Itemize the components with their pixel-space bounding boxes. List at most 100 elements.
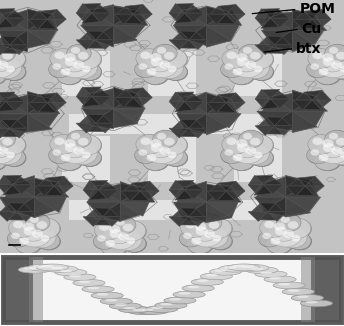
- Circle shape: [151, 57, 163, 67]
- Circle shape: [0, 133, 4, 140]
- Circle shape: [60, 140, 93, 164]
- Polygon shape: [292, 30, 314, 52]
- Circle shape: [226, 52, 237, 59]
- Polygon shape: [0, 101, 14, 111]
- Circle shape: [164, 138, 174, 145]
- Circle shape: [142, 308, 154, 311]
- Circle shape: [15, 234, 41, 254]
- Polygon shape: [0, 185, 13, 193]
- Circle shape: [82, 152, 90, 158]
- Polygon shape: [206, 6, 228, 25]
- Polygon shape: [268, 111, 292, 130]
- Polygon shape: [271, 10, 290, 18]
- Bar: [301, 257, 315, 321]
- Circle shape: [326, 143, 344, 165]
- Circle shape: [232, 140, 265, 164]
- Polygon shape: [92, 88, 111, 96]
- Polygon shape: [0, 128, 10, 138]
- Circle shape: [123, 224, 133, 231]
- Circle shape: [164, 297, 196, 304]
- Circle shape: [118, 306, 151, 313]
- Circle shape: [277, 214, 302, 232]
- Circle shape: [0, 49, 26, 70]
- Polygon shape: [82, 109, 114, 122]
- Polygon shape: [76, 123, 96, 133]
- Polygon shape: [87, 202, 120, 215]
- Polygon shape: [262, 9, 280, 18]
- Polygon shape: [293, 19, 312, 29]
- Circle shape: [291, 294, 323, 301]
- Circle shape: [0, 140, 17, 164]
- Bar: [69, 114, 275, 134]
- Circle shape: [69, 144, 98, 165]
- Circle shape: [87, 287, 99, 289]
- Polygon shape: [125, 14, 143, 24]
- Circle shape: [94, 233, 117, 250]
- Polygon shape: [34, 178, 56, 197]
- Circle shape: [0, 57, 22, 79]
- Circle shape: [282, 288, 314, 295]
- Polygon shape: [47, 103, 66, 111]
- Circle shape: [150, 53, 162, 62]
- Circle shape: [221, 147, 244, 164]
- Polygon shape: [0, 92, 6, 101]
- Circle shape: [73, 61, 84, 69]
- Polygon shape: [0, 101, 6, 110]
- Circle shape: [110, 229, 122, 238]
- Polygon shape: [92, 13, 111, 22]
- Polygon shape: [76, 87, 92, 96]
- Polygon shape: [80, 115, 96, 123]
- Polygon shape: [82, 13, 114, 25]
- Polygon shape: [0, 175, 13, 185]
- Circle shape: [206, 274, 218, 276]
- Polygon shape: [292, 111, 317, 133]
- Circle shape: [325, 130, 344, 149]
- Polygon shape: [4, 114, 28, 132]
- Circle shape: [128, 308, 160, 315]
- Circle shape: [32, 218, 60, 238]
- Circle shape: [288, 233, 312, 250]
- Circle shape: [336, 149, 344, 167]
- Polygon shape: [114, 95, 144, 109]
- Circle shape: [0, 135, 26, 156]
- Polygon shape: [28, 30, 49, 48]
- Polygon shape: [312, 19, 331, 28]
- Polygon shape: [133, 97, 152, 106]
- Circle shape: [297, 295, 309, 298]
- Circle shape: [164, 149, 188, 167]
- Circle shape: [0, 47, 4, 54]
- Polygon shape: [259, 203, 276, 212]
- Circle shape: [307, 147, 330, 164]
- Polygon shape: [1, 204, 17, 212]
- Circle shape: [187, 234, 213, 254]
- Polygon shape: [114, 109, 138, 128]
- Circle shape: [73, 279, 105, 286]
- Circle shape: [69, 274, 81, 277]
- Circle shape: [60, 51, 90, 72]
- Bar: [29, 257, 43, 321]
- Circle shape: [30, 216, 39, 223]
- Circle shape: [0, 147, 9, 155]
- Circle shape: [325, 44, 344, 62]
- Circle shape: [0, 144, 22, 165]
- Circle shape: [279, 227, 308, 248]
- Circle shape: [104, 222, 134, 244]
- Circle shape: [56, 151, 82, 170]
- Polygon shape: [99, 190, 118, 199]
- Polygon shape: [176, 4, 194, 13]
- Circle shape: [209, 221, 219, 229]
- Circle shape: [142, 151, 168, 170]
- Polygon shape: [174, 11, 206, 25]
- Polygon shape: [206, 114, 227, 135]
- Circle shape: [25, 214, 50, 231]
- Circle shape: [250, 64, 274, 81]
- Circle shape: [332, 49, 344, 70]
- Circle shape: [145, 50, 175, 72]
- Circle shape: [159, 147, 170, 155]
- Circle shape: [137, 308, 169, 315]
- Circle shape: [284, 218, 312, 239]
- Circle shape: [269, 219, 299, 241]
- Circle shape: [118, 232, 129, 241]
- Circle shape: [312, 52, 323, 59]
- Circle shape: [18, 219, 48, 241]
